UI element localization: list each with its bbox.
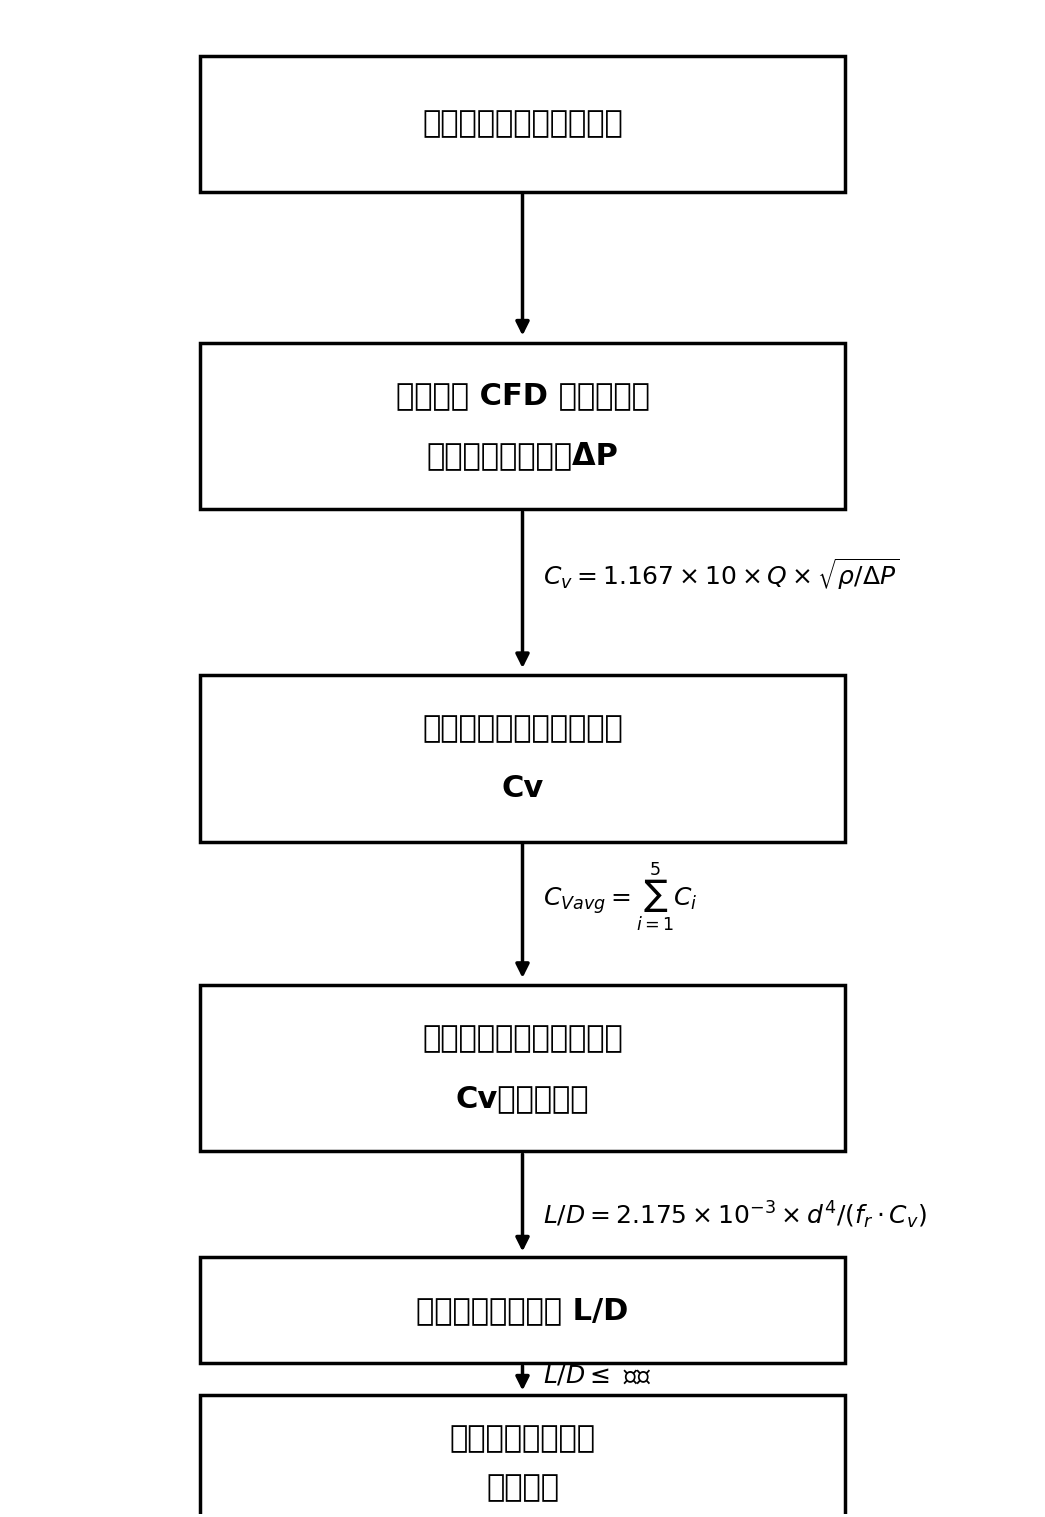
Text: 计算阀门当量长度 L/D: 计算阀门当量长度 L/D [416,1296,629,1324]
Text: $L / D \leq$ 限值: $L / D \leq$ 限值 [543,1364,652,1387]
Text: 阀门流道 CFD 计算，获得: 阀门流道 CFD 计算，获得 [396,382,649,411]
Text: Cv的算术均值: Cv的算术均值 [456,1083,589,1113]
Text: 某流量下阀门压差ΔP: 某流量下阀门压差ΔP [426,441,619,470]
Text: $L/D = 2.175 \times 10^{-3} \times d^4 / (f_r \cdot C_v)$: $L/D = 2.175 \times 10^{-3} \times d^4 /… [543,1200,927,1230]
Text: 计算不同流量点流量系数: 计算不同流量点流量系数 [422,1024,623,1053]
FancyBboxPatch shape [201,56,844,191]
FancyBboxPatch shape [201,1258,844,1364]
Text: $C_{Vavg} = \sum_{i=1}^{5} C_i$: $C_{Vavg} = \sum_{i=1}^{5} C_i$ [543,862,698,934]
Text: $C_v = 1.167 \times 10 \times Q \times \sqrt{\rho / \Delta P}$: $C_v = 1.167 \times 10 \times Q \times \… [543,557,900,592]
Text: 计算此流量点的流量系数: 计算此流量点的流量系数 [422,715,623,743]
Text: 当量长度值评价及: 当量长度值评价及 [449,1424,596,1453]
FancyBboxPatch shape [201,985,844,1151]
FancyBboxPatch shape [201,675,844,842]
FancyBboxPatch shape [201,343,844,510]
Text: 建立阀门的三维几何模型: 建立阀门的三维几何模型 [422,109,623,138]
Text: Cv: Cv [502,774,543,802]
Text: 设计优化: 设计优化 [486,1473,559,1502]
FancyBboxPatch shape [201,1394,844,1517]
